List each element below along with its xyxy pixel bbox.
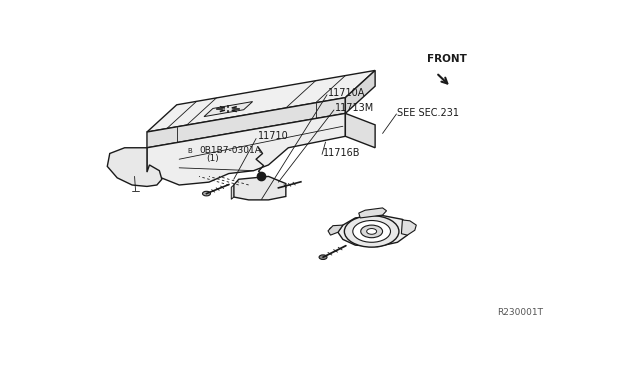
Circle shape	[319, 255, 327, 260]
Text: R230001T: R230001T	[497, 308, 543, 317]
Polygon shape	[108, 148, 162, 186]
Text: B: B	[188, 148, 193, 154]
Polygon shape	[147, 113, 346, 185]
Text: (1): (1)	[207, 154, 220, 163]
Polygon shape	[338, 215, 410, 247]
Text: 11713M: 11713M	[335, 103, 374, 113]
Text: 11716B: 11716B	[323, 148, 360, 158]
Polygon shape	[346, 70, 375, 113]
Polygon shape	[147, 97, 346, 148]
Polygon shape	[231, 185, 234, 199]
Circle shape	[330, 227, 337, 231]
Circle shape	[202, 191, 211, 196]
Circle shape	[344, 216, 399, 247]
Polygon shape	[359, 208, 387, 218]
Polygon shape	[328, 225, 343, 235]
Polygon shape	[401, 220, 416, 235]
Circle shape	[120, 159, 150, 176]
Polygon shape	[346, 113, 375, 148]
Text: FRONT: FRONT	[428, 54, 467, 64]
Circle shape	[367, 228, 376, 234]
Circle shape	[275, 186, 282, 190]
Polygon shape	[204, 102, 253, 116]
Text: 11710A: 11710A	[328, 88, 365, 98]
Text: SEE SEC.231: SEE SEC.231	[397, 108, 460, 118]
Circle shape	[369, 211, 376, 215]
Polygon shape	[147, 70, 375, 132]
Text: 11710: 11710	[257, 131, 288, 141]
Polygon shape	[234, 176, 286, 200]
Circle shape	[237, 184, 250, 192]
Text: 0B1B7-0301A: 0B1B7-0301A	[199, 146, 261, 155]
Circle shape	[361, 225, 383, 238]
Circle shape	[264, 187, 277, 195]
Circle shape	[353, 221, 390, 242]
